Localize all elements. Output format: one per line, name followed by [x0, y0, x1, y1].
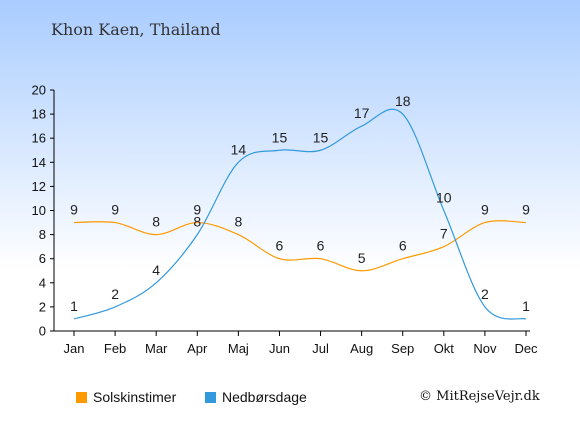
y-tick-label: 10: [32, 203, 46, 218]
data-label: 9: [481, 202, 489, 218]
data-label: 6: [276, 238, 284, 254]
x-tick-label: Aug: [350, 341, 373, 356]
data-label: 15: [272, 129, 288, 145]
y-tick-label: 14: [32, 155, 46, 170]
x-tick-label: Sep: [391, 341, 414, 356]
data-label: 9: [522, 202, 530, 218]
data-label: 4: [152, 262, 160, 278]
x-tick-label: Feb: [104, 341, 126, 356]
data-label: 10: [436, 190, 452, 206]
y-tick-label: 2: [39, 299, 46, 314]
legend-swatch-sunshine: [76, 391, 87, 403]
y-tick-label: 18: [32, 107, 46, 122]
y-tick-label: 4: [39, 275, 46, 290]
x-tick-label: Dec: [514, 341, 538, 356]
data-label: 6: [399, 238, 407, 254]
sunshine-line: [73, 220, 527, 272]
data-label: 8: [193, 214, 201, 230]
x-tick-label: Jan: [64, 341, 85, 356]
data-label: 5: [358, 250, 366, 266]
data-label: 2: [111, 286, 119, 302]
x-tick-label: Jul: [312, 341, 329, 356]
data-label: 17: [354, 105, 370, 121]
rain-days-line: [73, 108, 527, 320]
data-label: 1: [70, 298, 78, 314]
x-tick-label: Nov: [473, 341, 497, 356]
data-label: 18: [395, 93, 411, 109]
series-layer: [73, 108, 527, 320]
legend-swatch-rain-days: [205, 391, 216, 403]
legend-label-sunshine: Solskinstimer: [93, 389, 177, 405]
data-label: 2: [481, 286, 489, 302]
data-label: 14: [231, 141, 247, 157]
x-tick-label: Jun: [269, 341, 290, 356]
y-tick-label: 16: [32, 131, 46, 146]
data-label: 9: [111, 202, 119, 218]
data-label: 7: [440, 226, 448, 242]
x-tick-label: Okt: [434, 341, 455, 356]
copyright-text: © MitRejseVejr.dk: [419, 389, 540, 404]
legend-label-rain-days: Nedbørsdage: [222, 389, 307, 405]
x-tick-label: Mar: [145, 341, 168, 356]
y-tick-label: 8: [39, 227, 46, 242]
y-tick-label: 6: [39, 251, 46, 266]
data-label: 9: [70, 202, 78, 218]
data-label: 6: [317, 238, 325, 254]
legend-item-rain-days: Nedbørsdage: [205, 389, 307, 405]
y-tick-label: 0: [39, 324, 46, 339]
data-label: 15: [313, 129, 329, 145]
x-tick-label: Apr: [187, 341, 208, 356]
data-label: 9: [193, 202, 201, 218]
legend-item-sunshine: Solskinstimer: [76, 389, 176, 405]
y-tick-label: 20: [32, 83, 46, 98]
y-tick-label: 12: [32, 179, 46, 194]
chart-title: Khon Kaen, Thailand: [51, 20, 221, 39]
data-label: 1: [522, 298, 530, 314]
x-tick-label: Maj: [228, 341, 249, 356]
data-label: 8: [234, 214, 242, 230]
data-label: 8: [152, 214, 160, 230]
